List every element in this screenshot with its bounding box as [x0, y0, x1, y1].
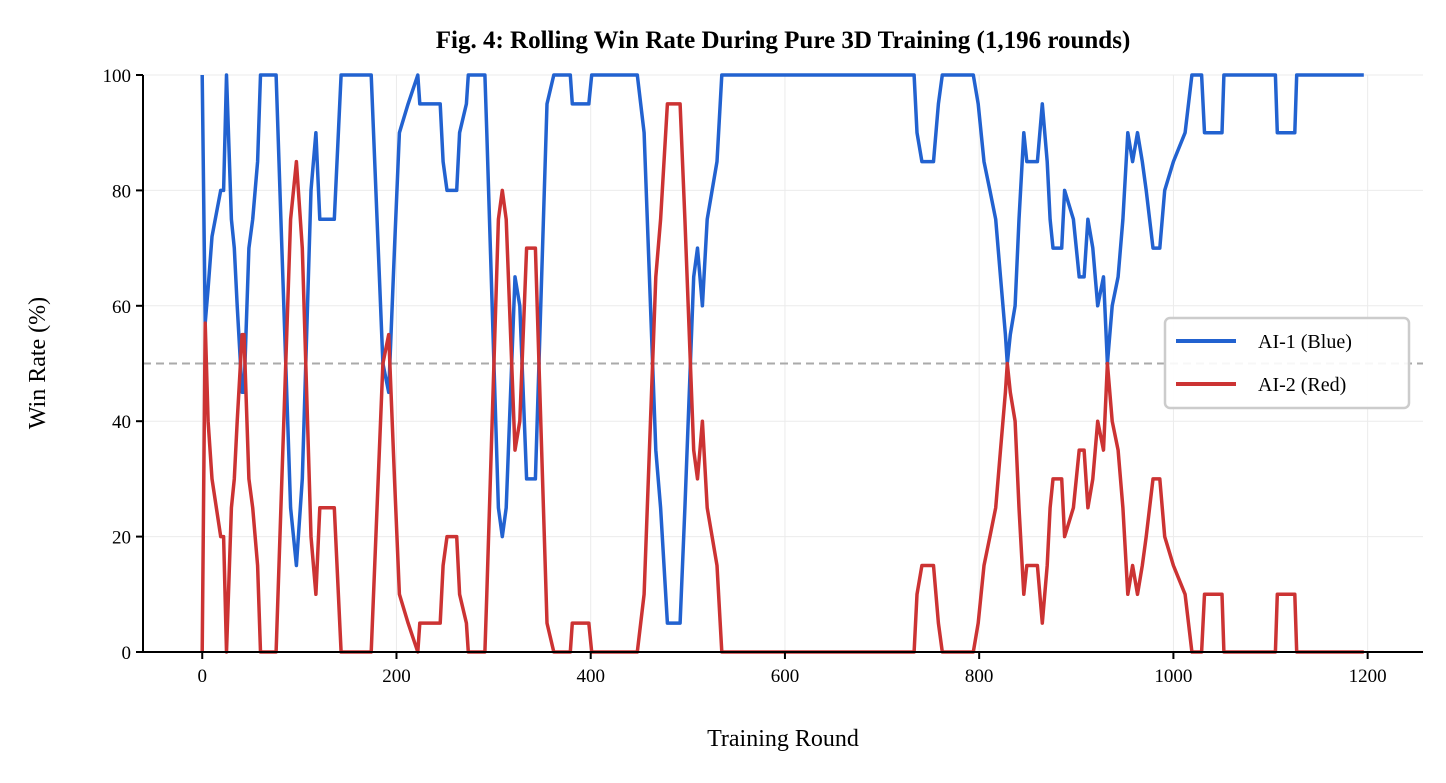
series-line-blue: [200, 73, 1364, 625]
x-tick-label: 400: [576, 666, 605, 687]
y-tick-label: 20: [112, 528, 131, 549]
series-lines: [200, 73, 1364, 654]
y-tick-label: 0: [122, 643, 132, 664]
y-tick-label: 60: [112, 297, 131, 318]
x-tick-label: 1000: [1154, 666, 1192, 687]
x-tick-label: 0: [197, 666, 207, 687]
y-tick-label: 40: [112, 412, 131, 433]
legend-label-red: AI-2 (Red): [1258, 374, 1346, 396]
axes: 0 200 400 600 800 1000 1200 0 20 40 60 80 100: [103, 66, 1423, 687]
x-axis-label: Training Round: [707, 726, 859, 752]
x-tick-label: 600: [771, 666, 800, 687]
x-tick-label: 800: [965, 666, 994, 687]
legend: AI-1 (Blue) AI-2 (Red): [1163, 316, 1411, 410]
y-axis-label: Win Rate (%): [25, 297, 51, 429]
y-tick-label: 80: [112, 181, 131, 202]
y-tick-label: 100: [103, 66, 132, 87]
x-tick-label: 200: [382, 666, 411, 687]
legend-label-blue: AI-1 (Blue): [1258, 331, 1352, 353]
x-tick-label: 1200: [1349, 666, 1387, 687]
chart-title: Fig. 4: Rolling Win Rate During Pure 3D …: [436, 27, 1131, 54]
series-line-red: [200, 102, 1364, 654]
